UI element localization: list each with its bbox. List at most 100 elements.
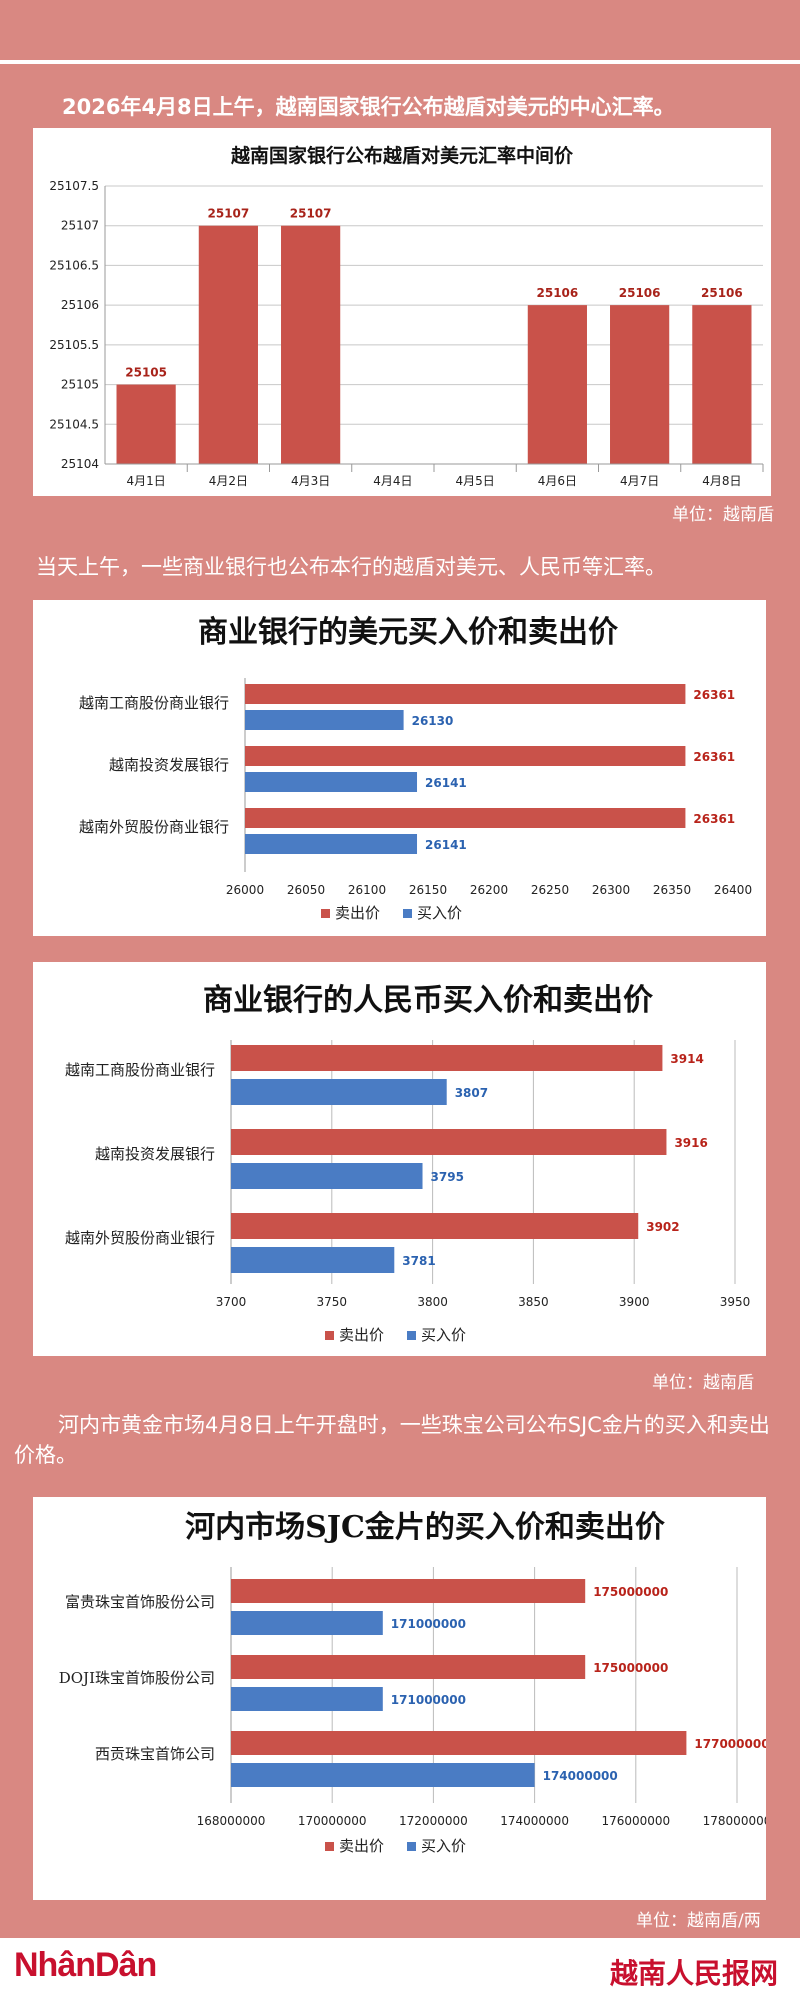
x-tick-label: 26100 [348,883,386,897]
buy-bar [231,1763,535,1787]
buy-bar [231,1163,423,1189]
x-tick-label: 3850 [518,1295,549,1309]
legend-buy-label: 买入价 [421,1837,466,1855]
buy-bar [245,772,418,792]
category-label: 越南投资发展银行 [109,756,229,774]
bar [527,305,587,464]
y-tick-label: 25104.5 [49,417,99,431]
sell-bar [245,808,686,828]
y-tick-label: 25106.5 [49,258,99,272]
legend-sell-swatch [321,909,330,918]
bar [610,305,670,464]
buy-data-label: 171000000 [391,1617,466,1631]
y-tick-label: 25105.5 [49,338,99,352]
buy-data-label: 26141 [425,838,467,852]
sell-bar [245,684,686,704]
y-tick-label: 25107.5 [49,179,99,193]
paragraph-3: 河内市黄金市场4月8日上午开盘时，一些珠宝公司公布SJC金片的买入和卖出价格。 [14,1413,770,1467]
y-tick-label: 25105 [61,378,99,392]
buy-data-label: 174000000 [543,1769,618,1783]
category-label: DOJI珠宝首饰股份公司 [59,1669,215,1687]
x-tick-label: 4月6日 [538,474,577,488]
buy-bar [231,1247,395,1273]
chart-title: 河内市场SJC金片的买入价和卖出价 [185,1510,665,1545]
bar [116,384,176,464]
central-rate-chart: 越南国家银行公布越盾对美元汇率中间价 25104 25104.5 25105 25105… [49,144,764,488]
buy-data-label: 3781 [402,1254,435,1268]
x-tick-label: 3950 [720,1295,751,1309]
chart-card-cny: 商业银行的人民币买入价和卖出价 3700 3750 3800 3850 3900 3950 越… [33,962,766,1356]
data-label: 25107 [290,207,332,221]
x-tick-label: 3700 [216,1295,247,1309]
buy-bar [231,1611,383,1635]
sell-data-label: 175000000 [593,1661,668,1675]
x-tick-label: 4月5日 [455,474,494,488]
legend-sell-swatch [325,1331,334,1340]
bar [281,225,341,464]
x-tick-label: 26200 [470,883,508,897]
x-tick-label: 4月2日 [209,474,248,488]
buy-data-label: 3807 [455,1086,488,1100]
unit-label-2: 单位：越南盾 [652,1373,754,1393]
y-tick-label: 25104 [61,457,99,471]
bar [692,305,752,464]
x-tick-label: 3900 [619,1295,650,1309]
x-tick-label: 26250 [531,883,569,897]
sell-data-label: 26361 [693,750,735,764]
x-tick-label: 4月7日 [620,474,659,488]
buy-bar [245,710,404,730]
footer: NhânDân 越南人民报网 [0,1938,800,2000]
unit-label-3: 单位：越南盾/两 [636,1911,761,1931]
sell-bar [231,1045,663,1071]
top-divider [0,60,800,64]
x-tick-label: 4月4日 [373,474,412,488]
legend-buy-label: 买入价 [417,904,462,922]
chart-title: 越南国家银行公布越盾对美元汇率中间价 [230,144,574,167]
category-label: 越南工商股份商业银行 [79,694,229,712]
sell-bar [231,1655,586,1679]
data-label: 25106 [701,286,743,300]
top-bar [0,0,800,60]
buy-data-label: 171000000 [391,1693,466,1707]
cny-chart: 商业银行的人民币买入价和卖出价 3700 3750 3800 3850 3900 3950 越… [65,983,751,1344]
x-tick-label: 168000000 [197,1814,266,1828]
data-label: 25107 [208,207,250,221]
legend-buy-label: 买入价 [421,1326,466,1344]
buy-bar [231,1079,447,1105]
x-tick-label: 26350 [653,883,691,897]
sell-data-label: 26361 [693,812,735,826]
x-tick-label: 4月3日 [291,474,330,488]
gold-chart: 河内市场SJC金片的买入价和卖出价 168000000 170000000 17200… [59,1510,766,1855]
sell-bar [245,746,686,766]
legend-buy-swatch [407,1331,416,1340]
x-tick-label: 26050 [287,883,325,897]
x-tick-label: 3800 [417,1295,448,1309]
category-label: 越南外贸股份商业银行 [79,818,229,836]
intro-text: 2026年4月8日上午，越南国家银行公布越盾对美元的中心汇率。 [62,95,675,119]
category-label: 越南外贸股份商业银行 [65,1229,215,1247]
legend-sell-swatch [325,1842,334,1851]
sell-data-label: 3916 [674,1136,707,1150]
category-label: 越南工商股份商业银行 [65,1061,215,1079]
x-tick-label: 170000000 [298,1814,367,1828]
site-name-logo[interactable]: 越南人民报网 [609,1957,778,1990]
legend-sell-label: 卖出价 [339,1837,384,1855]
data-label: 25106 [537,286,579,300]
x-tick-label: 176000000 [601,1814,670,1828]
x-tick-label: 26000 [226,883,264,897]
category-label: 西贡珠宝首饰公司 [95,1745,215,1763]
category-label: 越南投资发展银行 [95,1145,215,1163]
x-tick-label: 174000000 [500,1814,569,1828]
unit-label-1: 单位：越南盾 [672,505,774,525]
chart-title: 商业银行的人民币买入价和卖出价 [203,983,653,1018]
usd-chart: 商业银行的美元买入价和卖出价 26000 26050 26100 26150 26200 2… [79,615,752,922]
buy-data-label: 3795 [431,1170,464,1184]
chart-title: 商业银行的美元买入价和卖出价 [198,615,618,650]
sell-data-label: 177000000 [694,1737,766,1751]
buy-bar [231,1687,383,1711]
nhandan-logo[interactable]: NhânDân [14,1946,157,1984]
legend-sell-label: 卖出价 [339,1326,384,1344]
data-label: 25106 [619,286,661,300]
sell-data-label: 26361 [693,688,735,702]
sell-data-label: 3914 [670,1052,703,1066]
